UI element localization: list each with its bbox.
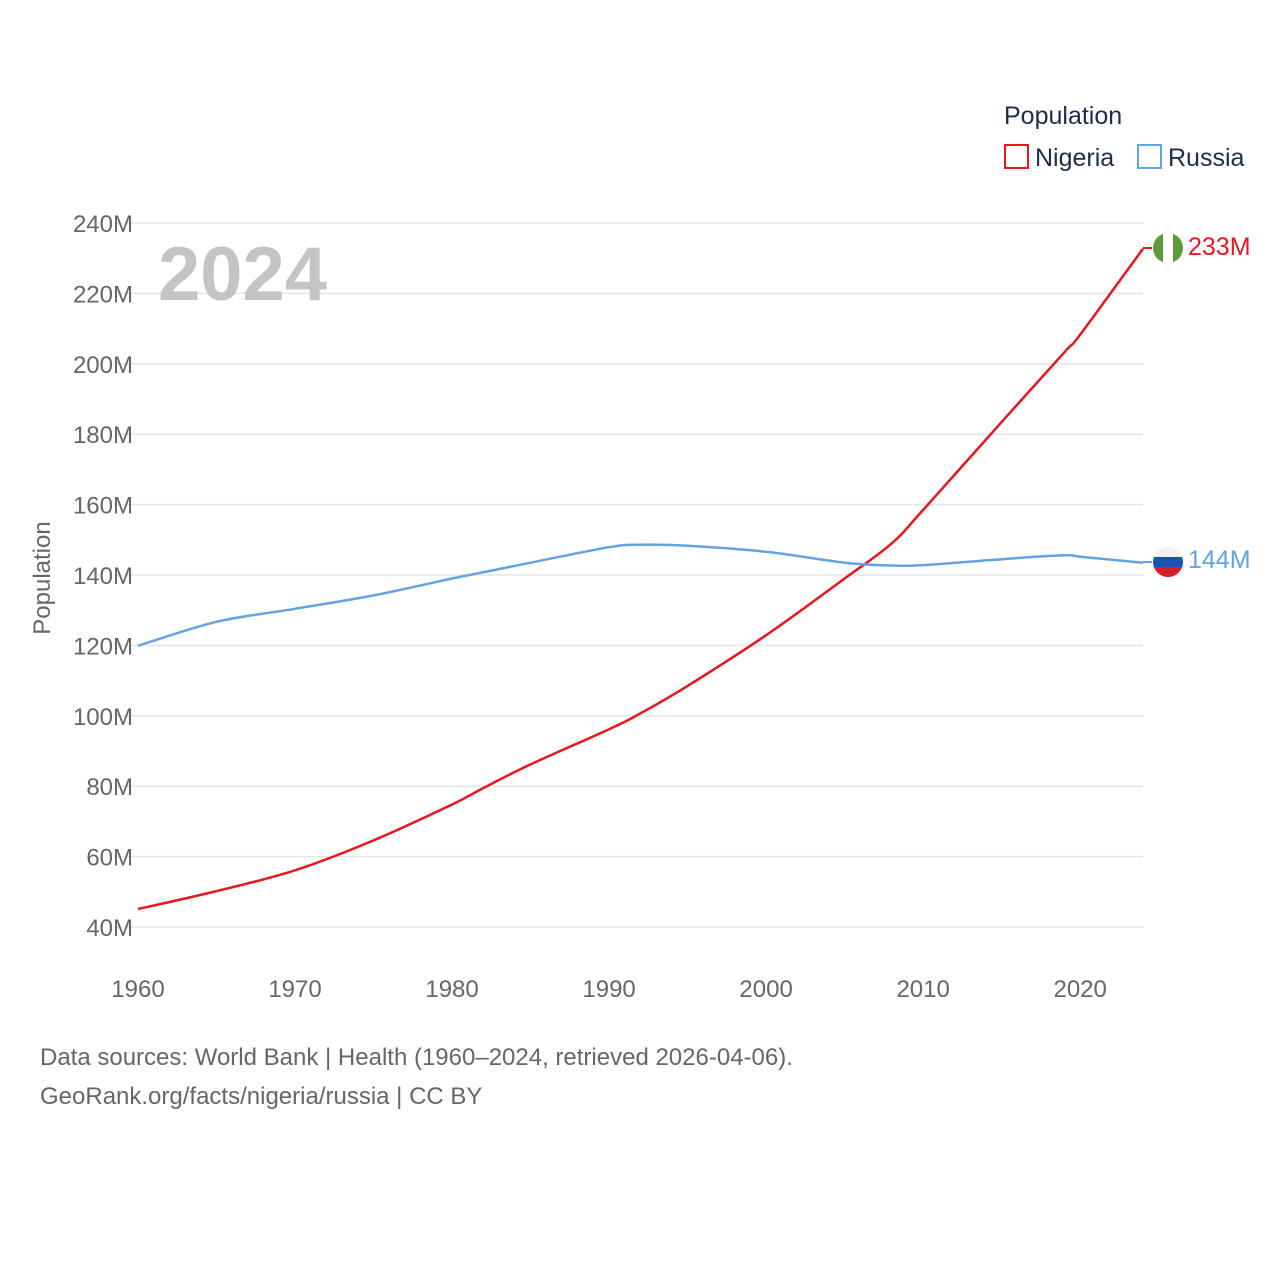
- series-line-nigeria: [137, 247, 1145, 911]
- y-tick-label: 160M: [73, 493, 133, 520]
- legend-label-russia: Russia: [1168, 144, 1245, 172]
- x-axis-ticks: 1960 1970 1980 1990 2000 2010 2020: [111, 976, 1107, 1003]
- russia-end-label: 144M: [1188, 546, 1251, 574]
- series-lines: [137, 247, 1145, 911]
- nigeria-flag-icon: [1153, 233, 1183, 263]
- legend: Population Nigeria Russia: [1004, 102, 1245, 172]
- footer-sources: Data sources: World Bank | Health (1960–…: [40, 1044, 793, 1071]
- y-tick-label: 240M: [73, 211, 133, 238]
- y-tick-label: 60M: [86, 845, 133, 872]
- series-line-russia: [137, 543, 1144, 647]
- grid-lines: [116, 222, 1143, 928]
- russia-flag-icon: [1153, 547, 1183, 577]
- legend-item-nigeria[interactable]: Nigeria: [1004, 144, 1114, 172]
- x-tick-label: 2010: [896, 976, 949, 1003]
- footer-link[interactable]: GeoRank.org/facts/nigeria/russia | CC BY: [40, 1083, 483, 1110]
- y-tick-label: 80M: [86, 774, 133, 801]
- nigeria-end-label: 233M: [1188, 233, 1251, 261]
- y-tick-label: 200M: [73, 352, 133, 379]
- x-tick-label: 1970: [268, 976, 321, 1003]
- y-tick-label: 100M: [73, 704, 133, 731]
- legend-swatch-russia: [1137, 144, 1162, 169]
- russia-end-marker: 144M: [1143, 546, 1251, 577]
- legend-title: Population: [1004, 102, 1122, 130]
- legend-label-nigeria: Nigeria: [1035, 144, 1114, 172]
- x-tick-label: 1990: [582, 976, 635, 1003]
- y-tick-label: 220M: [73, 281, 133, 308]
- x-tick-label: 2000: [739, 976, 792, 1003]
- y-tick-label: 140M: [73, 563, 133, 590]
- y-tick-label: 120M: [73, 633, 133, 660]
- legend-swatch-nigeria: [1004, 144, 1029, 169]
- nigeria-end-marker: 233M: [1143, 233, 1251, 263]
- x-tick-label: 2020: [1053, 976, 1106, 1003]
- year-label: 2024: [158, 232, 327, 317]
- y-axis-ticks: 40M 60M 80M 100M 120M 140M 160M 180M 200M 220M 240…: [73, 211, 133, 942]
- y-tick-label: 40M: [86, 915, 133, 942]
- y-tick-label: 180M: [73, 422, 133, 449]
- y-axis-title: Population: [29, 521, 56, 634]
- legend-item-russia[interactable]: Russia: [1137, 144, 1245, 172]
- x-tick-label: 1960: [111, 976, 164, 1003]
- x-tick-label: 1980: [425, 976, 478, 1003]
